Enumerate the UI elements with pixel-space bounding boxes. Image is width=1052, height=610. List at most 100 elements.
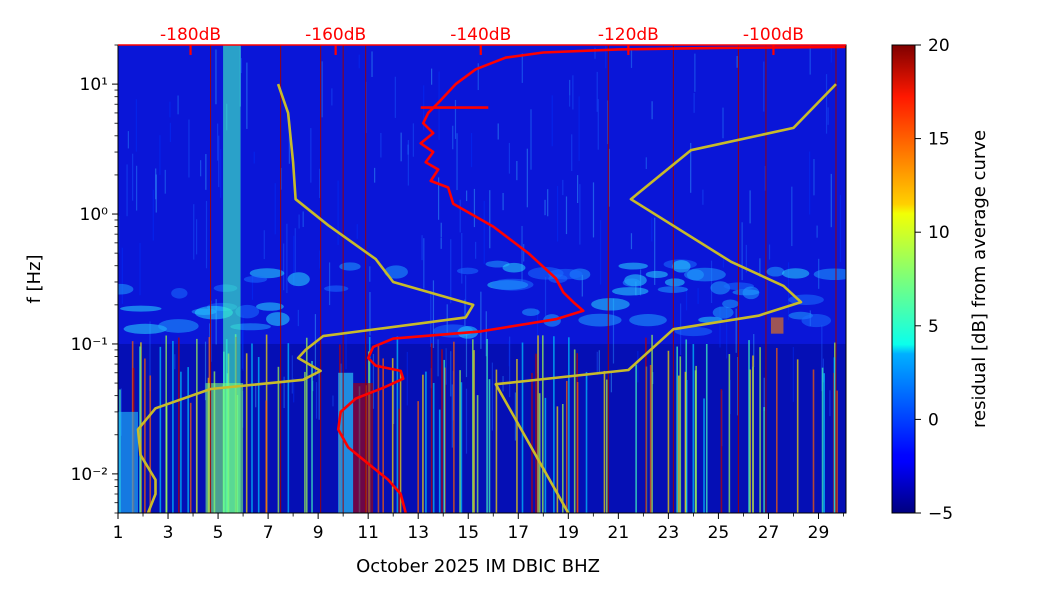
noise-streak [369, 292, 371, 336]
noise-streak [356, 224, 358, 239]
noise-streak [440, 222, 442, 238]
burst-column [476, 395, 479, 513]
band-blob [120, 305, 162, 312]
noise-streak [132, 153, 134, 201]
burst-column [417, 401, 419, 513]
burst-column [749, 369, 751, 513]
x-tick-label: 13 [407, 523, 429, 543]
burst-column [694, 370, 697, 513]
noise-streak [526, 148, 528, 208]
band-blob [612, 287, 649, 296]
noise-streak [454, 99, 457, 139]
noise-streak [599, 220, 602, 285]
burst-column [189, 402, 192, 513]
noise-streak [596, 351, 598, 375]
top-axis-label: -120dB [598, 25, 659, 45]
noise-streak [253, 151, 255, 164]
band-blob [686, 269, 704, 281]
bright-patch [118, 411, 139, 513]
band-blob [339, 262, 361, 271]
noise-streak [430, 290, 432, 347]
burst-column [705, 343, 708, 513]
noise-streak [489, 190, 491, 249]
noise-streak [412, 123, 414, 157]
noise-streak [195, 219, 198, 255]
x-tick-label: 21 [608, 523, 630, 543]
noise-streak [159, 135, 161, 175]
noise-streak [318, 371, 320, 420]
noise-streak [164, 169, 166, 194]
band-blob [766, 266, 785, 277]
colorbar-label: residual [dB] from average curve [969, 130, 990, 428]
noise-streak [594, 47, 596, 59]
noise-streak [374, 167, 376, 183]
noise-streak [521, 53, 523, 83]
burst-column [180, 371, 182, 513]
burst-column [836, 390, 838, 513]
noise-streak [768, 244, 771, 260]
x-tick-label: 1 [113, 523, 124, 543]
noise-streak [569, 79, 571, 96]
noise-streak [523, 244, 525, 262]
noise-streak [736, 55, 738, 68]
noise-streak [319, 250, 321, 269]
series-line-1 [336, 45, 846, 513]
burst-column [651, 334, 653, 513]
noise-streak [464, 299, 466, 326]
noise-streak [651, 217, 653, 242]
burst-column [257, 357, 260, 513]
burst-column [544, 397, 547, 513]
x-tick-label: 15 [457, 523, 479, 543]
y-tick-label: 10¹ [80, 75, 108, 95]
burst-column [472, 339, 474, 513]
band-blob [722, 299, 739, 309]
burst-column [196, 338, 198, 513]
noise-streak [637, 351, 639, 383]
burst-column [144, 358, 146, 513]
band-blob [256, 302, 284, 311]
noise-streak [394, 76, 396, 118]
noise-streak [337, 180, 339, 245]
burst-column [538, 393, 541, 513]
noise-streak [452, 125, 454, 150]
band-blob [522, 308, 540, 317]
noise-streak [825, 74, 828, 134]
x-tick-label: 17 [507, 523, 529, 543]
burst-column [377, 344, 380, 513]
noise-streak [610, 371, 612, 393]
band-blob [243, 275, 268, 283]
noise-streak [576, 175, 579, 204]
top-axis-label: -180dB [160, 25, 221, 45]
x-tick-label: 29 [808, 523, 830, 543]
noise-streak [690, 142, 692, 193]
band-blob [618, 262, 648, 270]
burst-column [172, 340, 174, 513]
band-blob [674, 326, 713, 337]
noise-streak [215, 299, 217, 345]
noise-streak [438, 71, 440, 140]
noise-streak [135, 99, 137, 152]
noise-streak [477, 63, 479, 91]
burst-column [149, 375, 152, 513]
burst-column [748, 340, 750, 513]
burst-column [542, 335, 544, 513]
noise-streak [155, 174, 157, 213]
burst-column [649, 364, 652, 513]
noise-streak [547, 189, 549, 217]
noise-streak [729, 379, 731, 415]
noise-streak [331, 88, 333, 106]
spectrogram-noise [118, 45, 842, 454]
noise-streak [255, 383, 257, 408]
noise-streak [169, 122, 172, 143]
noise-streak [274, 183, 276, 235]
noise-streak [475, 241, 477, 259]
burst-column [573, 349, 576, 513]
burst-column [775, 347, 778, 513]
noise-streak [816, 225, 818, 238]
x-tick-label: 25 [708, 523, 730, 543]
burst-column [685, 380, 688, 513]
band-blob [622, 278, 641, 287]
noise-streak [530, 109, 532, 170]
noise-streak [491, 362, 493, 431]
